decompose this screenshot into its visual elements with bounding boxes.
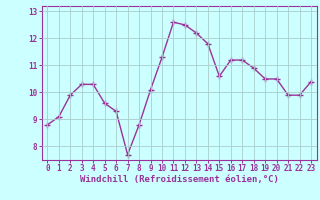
X-axis label: Windchill (Refroidissement éolien,°C): Windchill (Refroidissement éolien,°C) <box>80 175 279 184</box>
